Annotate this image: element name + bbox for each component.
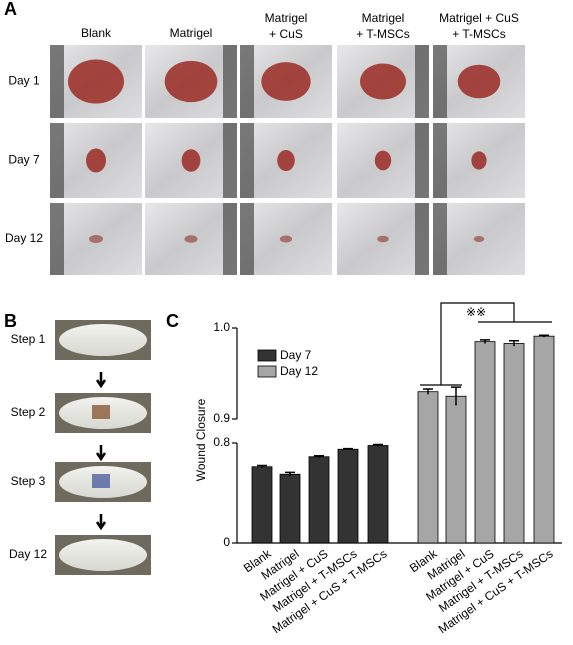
column-header: Matrigel xyxy=(362,11,405,25)
wound xyxy=(377,235,389,243)
error-bar xyxy=(480,339,490,344)
error-bar xyxy=(373,443,383,447)
wound xyxy=(457,64,501,99)
bar xyxy=(337,448,359,544)
significance-label: ※※ xyxy=(466,305,486,319)
wound xyxy=(374,150,392,171)
column-header: Matrigel xyxy=(265,11,308,25)
step-arrow xyxy=(95,445,107,462)
wound xyxy=(86,148,106,173)
error-bar xyxy=(343,447,353,450)
step-marker xyxy=(92,474,110,488)
wound xyxy=(261,62,311,101)
wound xyxy=(471,151,487,170)
wound xyxy=(68,59,124,104)
error-bar xyxy=(509,339,519,347)
ruler xyxy=(240,123,254,198)
step-label: Step 1 xyxy=(11,332,46,346)
ruler xyxy=(223,123,237,198)
ruler xyxy=(223,45,237,118)
error-bar xyxy=(285,471,295,477)
mouse-body xyxy=(59,324,147,356)
panel-letter: A xyxy=(4,0,17,19)
column-header: + T-MSCs xyxy=(452,27,505,41)
ruler xyxy=(240,203,254,275)
wound xyxy=(277,149,295,172)
ruler xyxy=(50,45,64,118)
step-arrow xyxy=(95,514,107,531)
legend-swatch xyxy=(257,349,277,362)
bar xyxy=(503,343,525,544)
ruler xyxy=(415,203,429,275)
legend-swatch xyxy=(257,365,277,378)
bar xyxy=(251,466,273,544)
y-tick-label: 1.0 xyxy=(213,320,230,334)
wound xyxy=(184,235,198,243)
ruler xyxy=(415,45,429,118)
significance-bracket xyxy=(420,302,552,386)
column-header: Blank xyxy=(81,26,112,40)
ruler xyxy=(433,203,447,275)
column-header: + CuS xyxy=(269,27,303,41)
step-label: Step 2 xyxy=(11,405,46,419)
bar xyxy=(445,395,467,544)
wound xyxy=(181,149,201,172)
ruler xyxy=(415,123,429,198)
step-arrow xyxy=(95,372,107,389)
wound xyxy=(360,63,406,100)
ruler xyxy=(240,45,254,118)
y-tick-label: 0.8 xyxy=(213,435,230,449)
ruler xyxy=(223,203,237,275)
ruler xyxy=(50,203,64,275)
bar xyxy=(279,473,301,544)
column-header: Matrigel + CuS xyxy=(439,11,519,25)
row-label: Day 1 xyxy=(8,74,40,88)
error-bar xyxy=(423,388,433,395)
bar xyxy=(533,335,555,544)
error-bar xyxy=(539,334,549,338)
bar xyxy=(367,445,389,544)
y-tick-label: 0.9 xyxy=(213,411,230,425)
ruler xyxy=(433,45,447,118)
legend-label: Day 12 xyxy=(280,364,318,378)
bar xyxy=(474,341,496,544)
step-label: Day 12 xyxy=(9,547,47,561)
error-bar xyxy=(314,455,324,458)
column-header: Matrigel xyxy=(170,26,213,40)
row-label: Day 12 xyxy=(5,231,43,245)
bar xyxy=(308,456,330,544)
wound xyxy=(279,235,293,243)
ruler xyxy=(50,123,64,198)
column-header: + T-MSCs xyxy=(356,27,409,41)
ruler xyxy=(433,123,447,198)
wound xyxy=(89,235,103,243)
panel-letter: B xyxy=(4,311,17,331)
y-axis-label: Wound Closure xyxy=(194,398,208,481)
row-label: Day 7 xyxy=(8,153,40,167)
panel-letter: C xyxy=(166,311,179,331)
step-marker xyxy=(92,405,110,419)
error-bar xyxy=(451,386,461,406)
wound xyxy=(164,60,218,103)
wound xyxy=(473,235,485,243)
error-bar xyxy=(257,464,267,468)
step-label: Step 3 xyxy=(11,474,46,488)
bar xyxy=(417,391,439,544)
y-tick-label: 0 xyxy=(223,535,230,549)
mouse-body xyxy=(59,539,147,571)
legend-label: Day 7 xyxy=(280,348,312,362)
